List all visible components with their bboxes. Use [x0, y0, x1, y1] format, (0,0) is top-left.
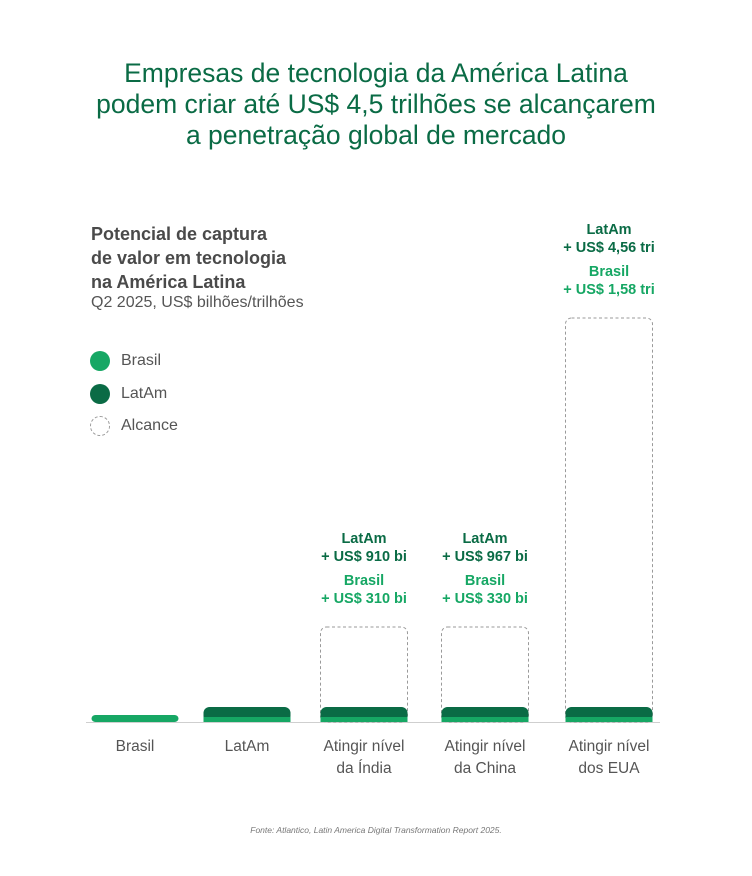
category-label-0-0: Brasil — [116, 738, 155, 755]
subtitle-line-2: de valor em tecnologia — [91, 248, 287, 268]
chart-subtitle: Potencial de captura de valor em tecnolo… — [91, 222, 286, 294]
legend-swatch-brasil — [90, 351, 110, 371]
category-label-3-0: Atingir nível — [445, 738, 526, 755]
annotation-latam-value-2: + US$ 910 bi — [321, 549, 407, 565]
legend-item-brasil: Brasil — [90, 350, 178, 372]
subtitle-line-1: Potencial de captura — [91, 224, 268, 244]
annotation-brasil-title-3: Brasil — [465, 573, 505, 589]
units-label: Q2 2025, US$ bilhões/trilhões — [91, 294, 304, 311]
annotation-brasil-value-3: + US$ 330 bi — [442, 591, 528, 607]
bar-brasil-1 — [203, 717, 291, 722]
source-note: Fonte: Atlantico, Latin America Digital … — [250, 825, 502, 835]
headline-line-2: podem criar até US$ 4,5 trilhões se alca… — [96, 89, 656, 119]
annotation-latam-title-2: LatAm — [341, 531, 386, 547]
annotation-brasil-value-2: + US$ 310 bi — [321, 591, 407, 607]
legend-label-alcance: Alcance — [121, 417, 178, 434]
annotation-latam-title-3: LatAm — [462, 531, 507, 547]
reach-box-4 — [565, 317, 653, 723]
category-label-4-1: dos EUA — [578, 760, 640, 777]
annotation-latam-value-3: + US$ 967 bi — [442, 549, 528, 565]
category-label-2-1: da Índia — [336, 760, 392, 777]
legend-item-latam: LatAm — [90, 383, 178, 405]
annotation-brasil-title-4: Brasil — [589, 264, 629, 280]
headline: Empresas de tecnologia da América Latina… — [0, 58, 752, 151]
annotation-latam-value-4: + US$ 4,56 tri — [563, 240, 654, 256]
bar-brasil-current — [91, 715, 179, 722]
legend-label-latam: LatAm — [121, 384, 168, 402]
headline-line-1: Empresas de tecnologia da América Latina — [124, 58, 628, 88]
legend-swatch-latam — [90, 383, 110, 404]
headline-line-3: a penetração global de mercado — [185, 120, 567, 150]
legend-item-alcance: Alcance — [90, 415, 178, 437]
legend-label-brasil: Brasil — [121, 352, 162, 369]
bar-brasil-2 — [320, 717, 408, 722]
legend-swatch-alcance — [90, 416, 110, 436]
category-label-1-0: LatAm — [225, 738, 270, 755]
bar-brasil-4 — [565, 717, 653, 722]
category-label-2-0: Atingir nível — [324, 738, 405, 755]
bar-brasil-3 — [441, 717, 529, 722]
category-label-3-1: da China — [454, 760, 516, 777]
subtitle-line-3: na América Latina — [91, 272, 246, 292]
annotation-latam-title-4: LatAm — [586, 222, 631, 238]
annotation-brasil-title-2: Brasil — [344, 573, 384, 589]
legend: Brasil LatAm Alcance — [90, 350, 178, 448]
annotation-brasil-value-4: + US$ 1,58 tri — [563, 282, 654, 298]
category-label-4-0: Atingir nível — [569, 738, 650, 755]
